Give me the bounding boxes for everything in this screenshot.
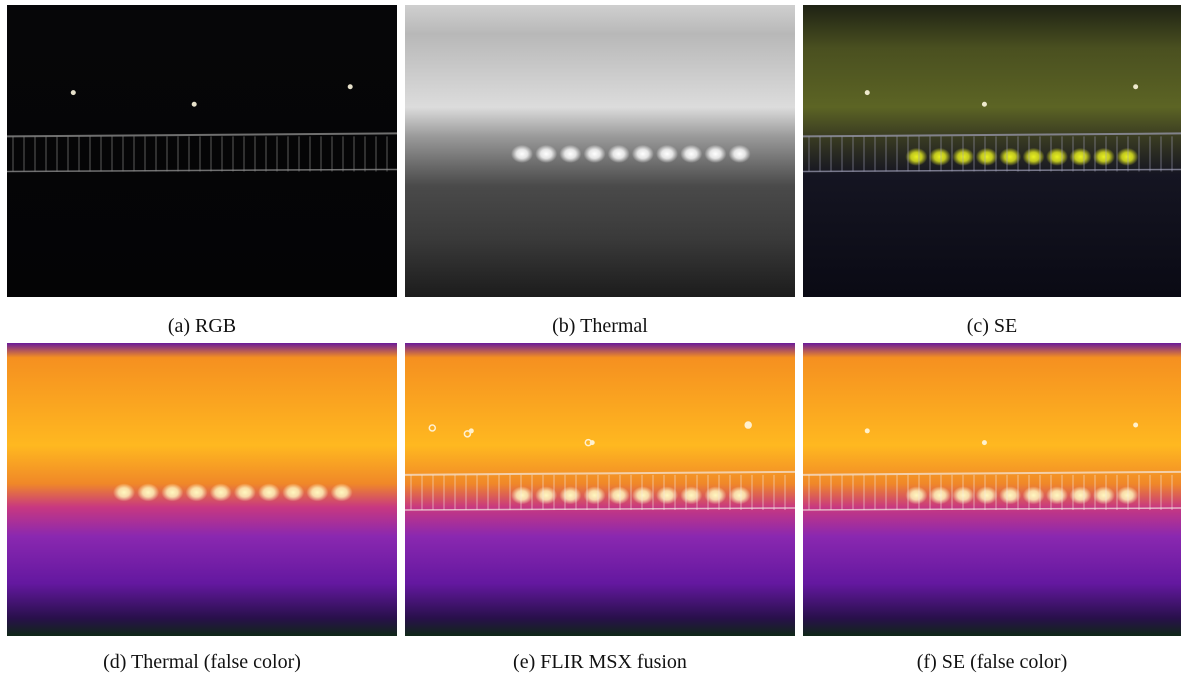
blob (161, 483, 184, 502)
blob (905, 486, 928, 505)
blob (975, 147, 998, 166)
blob (1046, 486, 1069, 505)
caption: (c) SE (966, 315, 1018, 337)
blob (583, 144, 606, 163)
rail (803, 168, 1181, 173)
blob (928, 147, 951, 166)
blob (535, 144, 558, 163)
blob (185, 483, 208, 502)
light (864, 428, 870, 434)
rail (803, 507, 1181, 511)
blob (559, 486, 582, 505)
rail (7, 132, 397, 138)
blob (631, 486, 654, 505)
blob (583, 486, 606, 505)
light (981, 101, 987, 107)
blob (631, 144, 654, 163)
blob (1022, 486, 1045, 505)
blob (656, 486, 679, 505)
blob (209, 483, 232, 502)
panel: (d) Thermal (false color) (7, 343, 397, 673)
image (803, 343, 1181, 636)
image (405, 343, 795, 636)
image (803, 5, 1181, 297)
rail (803, 132, 1181, 138)
blob (1069, 147, 1092, 166)
blob (258, 483, 281, 502)
rail (803, 470, 1181, 476)
blob (306, 483, 329, 502)
blob (1022, 147, 1045, 166)
blob (1116, 147, 1139, 166)
caption: (a) RGB (167, 315, 237, 337)
panel: (c) SE (803, 5, 1181, 337)
caption: (d) Thermal (false color) (103, 651, 301, 673)
blob (1069, 486, 1092, 505)
blob (656, 144, 679, 163)
panel: (f) SE (false color) (803, 343, 1181, 673)
light (745, 422, 751, 428)
panel: (b) Thermal (405, 5, 795, 337)
blob (607, 144, 630, 163)
light (70, 90, 76, 96)
light-ring (428, 424, 437, 432)
light (1133, 84, 1139, 90)
blob (233, 483, 256, 502)
blob (975, 486, 998, 505)
blob (728, 486, 751, 505)
blob (282, 483, 305, 502)
light (347, 84, 353, 90)
image (7, 343, 397, 636)
light (1133, 422, 1139, 428)
panel: (e) FLIR MSX fusion (405, 343, 795, 673)
blob (1092, 147, 1115, 166)
caption: (b) Thermal (552, 315, 648, 337)
light (864, 90, 870, 96)
light-ring (463, 430, 472, 438)
blob (511, 144, 533, 163)
blob (704, 144, 727, 163)
blob (999, 486, 1022, 505)
light-ring (584, 438, 593, 447)
blob (704, 486, 727, 505)
blob (1046, 147, 1069, 166)
blob (535, 486, 558, 505)
blob (137, 483, 160, 502)
blob (607, 486, 630, 505)
blob (113, 483, 135, 502)
blob (680, 144, 703, 163)
image (405, 5, 795, 297)
blob (559, 144, 582, 163)
blob (905, 147, 928, 166)
light (191, 101, 197, 107)
blob (728, 144, 751, 163)
blob (511, 486, 533, 505)
caption: (f) SE (false color) (916, 651, 1068, 673)
blob (928, 486, 951, 505)
blob (999, 147, 1022, 166)
background (7, 5, 397, 297)
blob (330, 483, 353, 502)
rail (405, 470, 795, 476)
blob (1092, 486, 1115, 505)
light (981, 440, 987, 446)
caption: (e) FLIR MSX fusion (513, 651, 687, 673)
blob (1116, 486, 1139, 505)
blob (680, 486, 703, 505)
light-ring (744, 421, 752, 429)
image (7, 5, 397, 297)
panel: (a) RGB (7, 5, 397, 337)
